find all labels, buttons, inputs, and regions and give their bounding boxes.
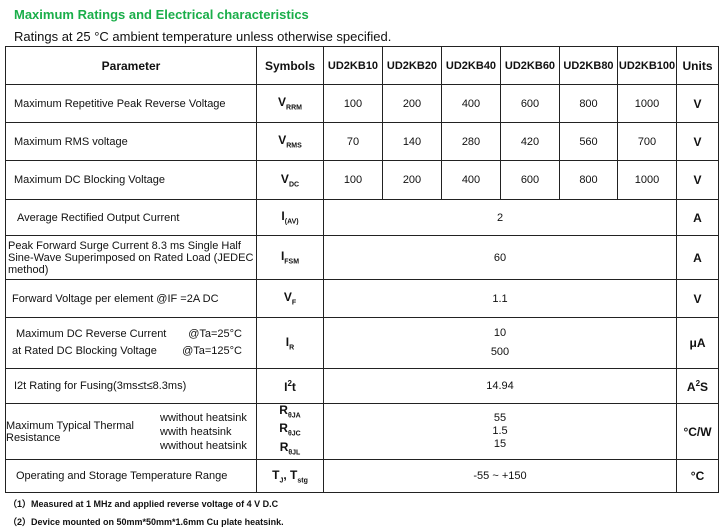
param-cell: Operating and Storage Temperature Range [5,459,257,494]
header-symbols: Symbols [256,46,324,85]
value-cell: -55 ~ +150 [323,459,677,494]
unit-cell: V [676,122,719,161]
symbol-cell: VRMS [256,122,324,161]
value-cell: 14.94 [323,368,677,404]
param-cell: Peak Forward Surge Current 8.3 ms Single… [5,235,257,280]
table-row-temp: Operating and Storage Temperature Range … [5,459,719,494]
value-cell: 400 [441,160,501,200]
value-cell: 280 [441,122,501,161]
symbol-cell: IR [256,317,324,369]
value-cell: 100 [323,84,383,123]
footnote: （2）Device mounted on 50mm*50mm*1.6mm Cu … [8,517,284,527]
unit-cell: V [676,160,719,200]
value-cell: 800 [559,160,618,200]
param-cell: Forward Voltage per element @IF =2A DC [5,279,257,318]
section-subtitle: Ratings at 25 °C ambient temperature unl… [14,29,392,44]
param-cell: Maximum DC Reverse Current @Ta=25°C at Ra… [5,317,257,369]
param-cell: Maximum Typical Thermal Resistance wwith… [5,402,257,461]
value-cell: 600 [500,160,560,200]
value-cell: 1.1 [323,279,677,318]
value-cell: 420 [500,122,560,161]
section-title: Maximum Ratings and Electrical character… [14,7,309,22]
value-cell: 1000 [617,84,677,123]
header-model: UD2KB100 [617,46,677,85]
unit-cell: A [676,235,719,280]
symbol-cell: IFSM [256,235,324,280]
table-row-i2t: I2t Rating for Fusing(3ms≤t≤8.3ms) I2t 1… [5,368,719,404]
value-cell: 800 [559,84,618,123]
symbol-cell: I(AV) [256,199,324,236]
table-row-ifsm: Peak Forward Surge Current 8.3 ms Single… [5,235,719,280]
param-cell: Maximum Repetitive Peak Reverse Voltage [5,84,257,123]
value-cell: 700 [617,122,677,161]
table-row-ir: Maximum DC Reverse Current @Ta=25°C at Ra… [5,317,719,369]
symbol-cell: TJ, Tstg [256,459,324,494]
header-model: UD2KB20 [382,46,442,85]
table-row-vf: Forward Voltage per element @IF =2A DC V… [5,279,719,318]
value-cell: 60 [323,235,677,280]
value-cell: 70 [323,122,383,161]
unit-cell: μA [676,317,719,369]
value-cell: 600 [500,84,560,123]
value-cell: 560 [559,122,618,161]
table-row-vrrm: Maximum Repetitive Peak Reverse Voltage … [5,84,719,123]
value-cell: 55 1.5 15 [323,402,677,461]
header-model: UD2KB60 [500,46,560,85]
value-cell: 140 [382,122,442,161]
param-cell: Average Rectified Output Current [5,199,257,236]
unit-cell: °C/W [676,402,719,461]
param-cell: I2t Rating for Fusing(3ms≤t≤8.3ms) [5,368,257,404]
unit-cell: A [676,199,719,236]
header-units: Units [676,46,719,85]
ratings-table: Parameter Symbols UD2KB10 UD2KB20 UD2KB4… [5,46,719,494]
param-cell: Maximum DC Blocking Voltage [5,160,257,200]
param-cell: Maximum RMS voltage [5,122,257,161]
value-cell: 10 500 [323,317,677,369]
header-model: UD2KB10 [323,46,383,85]
table-row-vrms: Maximum RMS voltage VRMS 70 140 280 420 … [5,122,719,161]
unit-cell: V [676,279,719,318]
symbol-cell: I2t [256,368,324,404]
table-row-vdc: Maximum DC Blocking Voltage VDC 100 200 … [5,160,719,200]
symbol-cell: RθJA RθJC RθJL [256,402,324,461]
symbol-cell: VRRM [256,84,324,123]
unit-cell: A2S [676,368,719,404]
header-row: Parameter Symbols UD2KB10 UD2KB20 UD2KB4… [5,46,719,85]
footnote: （1）Measured at 1 MHz and applied reverse… [8,499,279,509]
header-model: UD2KB80 [559,46,618,85]
symbol-cell: VF [256,279,324,318]
header-parameter: Parameter [5,46,257,85]
symbol-cell: VDC [256,160,324,200]
value-cell: 2 [323,199,677,236]
value-cell: 1000 [617,160,677,200]
header-model: UD2KB40 [441,46,501,85]
unit-cell: V [676,84,719,123]
value-cell: 200 [382,84,442,123]
table-row-iav: Average Rectified Output Current I(AV) 2… [5,199,719,236]
value-cell: 100 [323,160,383,200]
value-cell: 400 [441,84,501,123]
value-cell: 200 [382,160,442,200]
unit-cell: °C [676,459,719,494]
table-row-thermal: Maximum Typical Thermal Resistance wwith… [5,402,719,461]
